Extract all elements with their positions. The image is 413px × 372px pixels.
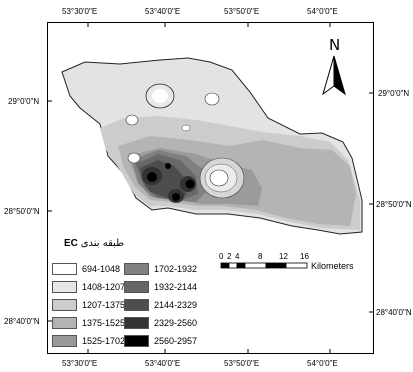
- scale-tick-label: 16: [300, 252, 309, 261]
- scale-tick-label: 0: [219, 252, 224, 261]
- north-arrow: [322, 55, 346, 96]
- zone-694-1048: [209, 169, 229, 187]
- legend-label: 694-1048: [82, 264, 121, 274]
- zone-2560-2957: [172, 193, 180, 201]
- graticule-ticks: [47, 22, 374, 354]
- bottom-lon-label: 53°30'0"E: [62, 359, 98, 368]
- legend-title-persian: طبقه بندی: [80, 238, 125, 249]
- zone-2560-2957: [185, 179, 195, 189]
- legend-label: 1408-1207: [82, 282, 126, 292]
- right-lat-label: 28°50'0"N: [376, 200, 412, 209]
- left-lat-label: 28°50'0"N: [4, 207, 40, 216]
- legend-swatch: [124, 263, 149, 275]
- bottom-lon-label: 54°0'0"E: [307, 359, 338, 368]
- legend-item: 2560-2957: [124, 335, 197, 347]
- legend-item: 1702-1932: [124, 263, 197, 275]
- legend-item: 2329-2560: [124, 317, 197, 329]
- zone-694-1048: [125, 114, 139, 126]
- legend-label: 1932-2144: [154, 282, 198, 292]
- north-label: N: [329, 36, 341, 54]
- scale-tick-label: 4: [235, 252, 240, 261]
- legend-item: 1207-1375: [52, 299, 125, 311]
- bottom-lon-label: 53°50'0"E: [224, 359, 260, 368]
- legend-swatch: [52, 335, 77, 347]
- scale-tick-label: 8: [258, 252, 263, 261]
- zone-694-1048: [127, 152, 141, 164]
- legend-title: EC طبقه بندی: [64, 238, 124, 249]
- legend-label: 1702-1932: [154, 264, 198, 274]
- right-lat-label: 29°0'0"N: [378, 89, 410, 98]
- legend-swatch: [52, 281, 77, 293]
- zone-694-1048: [204, 92, 220, 106]
- legend-label: 2144-2329: [154, 300, 198, 310]
- bottom-lon-label: 53°40'0"E: [145, 359, 181, 368]
- right-lat-label: 28°40'0"N: [376, 308, 412, 317]
- top-lon-label: 54°0'0"E: [307, 7, 338, 16]
- legend-label: 1207-1375: [82, 300, 126, 310]
- scale-unit: Kilometers: [311, 261, 354, 271]
- scale-bar: [220, 262, 308, 269]
- legend-label: 2329-2560: [154, 318, 198, 328]
- legend-label: 1375-1525: [82, 318, 126, 328]
- legend-item: 1932-2144: [124, 281, 197, 293]
- legend-title-prefix: EC: [64, 238, 78, 249]
- legend-item: 2144-2329: [124, 299, 197, 311]
- legend-swatch: [52, 299, 77, 311]
- legend-label: 1525-1702: [82, 336, 126, 346]
- legend-item: 1525-1702: [52, 335, 125, 347]
- legend-swatch: [124, 281, 149, 293]
- legend-label: 2560-2957: [154, 336, 198, 346]
- scale-tick-label: 2: [227, 252, 232, 261]
- top-lon-label: 53°50'0"E: [224, 7, 260, 16]
- scale-tick-label: 12: [279, 252, 288, 261]
- zone-2560-2957: [147, 172, 157, 182]
- legend-swatch: [124, 299, 149, 311]
- left-lat-label: 29°0'0"N: [8, 97, 40, 106]
- legend-swatch: [52, 317, 77, 329]
- top-lon-label: 53°30'0"E: [62, 7, 98, 16]
- ec-zones: [61, 57, 363, 235]
- legend-swatch: [124, 317, 149, 329]
- legend-item: 1375-1525: [52, 317, 125, 329]
- legend-swatch: [52, 263, 77, 275]
- top-lon-label: 53°40'0"E: [145, 7, 181, 16]
- legend-swatch: [124, 335, 149, 347]
- legend-item: 694-1048: [52, 263, 120, 275]
- legend-item: 1408-1207: [52, 281, 125, 293]
- left-lat-label: 28°40'0"N: [4, 317, 40, 326]
